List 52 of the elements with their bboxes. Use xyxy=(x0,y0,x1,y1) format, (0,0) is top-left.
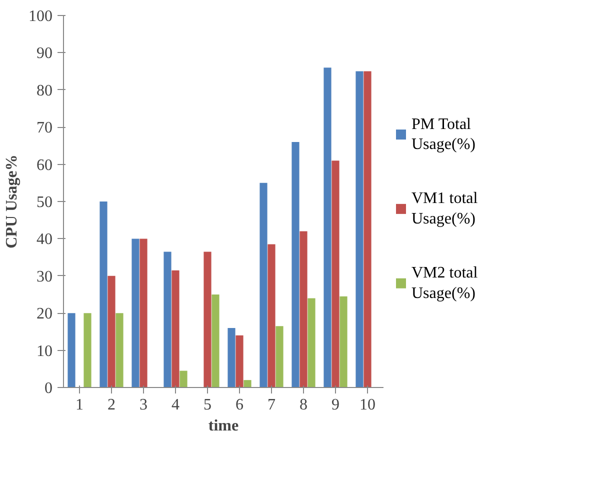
bar xyxy=(100,202,108,388)
y-tick-label: 90 xyxy=(36,45,52,62)
x-tick-label: 1 xyxy=(76,396,84,414)
bar xyxy=(228,328,236,388)
legend-label: VM2 total Usage(%) xyxy=(412,264,478,302)
bar xyxy=(268,244,276,388)
bar xyxy=(356,71,364,388)
bar xyxy=(300,231,308,388)
y-tick-label: 80 xyxy=(36,82,52,100)
x-tick-label: 7 xyxy=(268,396,276,414)
bar xyxy=(276,326,284,388)
y-tick-label: 20 xyxy=(36,306,52,323)
bar xyxy=(140,238,148,388)
x-tick-label: 6 xyxy=(236,396,244,414)
bar xyxy=(324,68,332,388)
bar xyxy=(340,296,348,388)
bar xyxy=(260,182,268,388)
y-tick-label: 10 xyxy=(36,342,52,360)
y-tick-label: 100 xyxy=(28,8,52,25)
x-axis-title: time xyxy=(208,418,239,434)
bar xyxy=(132,238,140,388)
bar xyxy=(84,313,92,388)
x-tick-label: 4 xyxy=(172,396,180,414)
bar xyxy=(308,298,316,388)
bar xyxy=(180,370,188,388)
bar xyxy=(332,160,340,388)
x-tick-label: 5 xyxy=(204,396,212,414)
bar xyxy=(164,252,172,388)
bar xyxy=(204,252,212,388)
bar xyxy=(172,270,180,388)
y-tick-label: 40 xyxy=(36,231,52,248)
bar xyxy=(364,71,372,388)
x-tick-label: 10 xyxy=(360,396,376,414)
bar xyxy=(212,294,220,388)
y-tick-label: 30 xyxy=(36,268,52,286)
bar xyxy=(292,142,300,388)
y-tick-label: 60 xyxy=(36,156,52,174)
bar xyxy=(108,276,116,388)
y-tick-label: 0 xyxy=(44,380,52,397)
x-tick-label: 8 xyxy=(300,396,308,414)
bar xyxy=(244,380,252,388)
x-tick-label: 2 xyxy=(108,396,116,414)
bar xyxy=(116,313,124,388)
y-tick-label: 50 xyxy=(36,194,52,211)
y-axis-title: CPU Usage% xyxy=(4,154,20,248)
x-tick-label: 3 xyxy=(140,396,148,414)
x-tick-label: 9 xyxy=(332,396,340,414)
bar xyxy=(68,313,76,388)
y-tick-label: 70 xyxy=(36,120,52,137)
legend-label: PM Total Usage(%) xyxy=(412,116,476,154)
legend-label: VM1 total Usage(%) xyxy=(412,190,478,228)
bar xyxy=(236,335,244,388)
